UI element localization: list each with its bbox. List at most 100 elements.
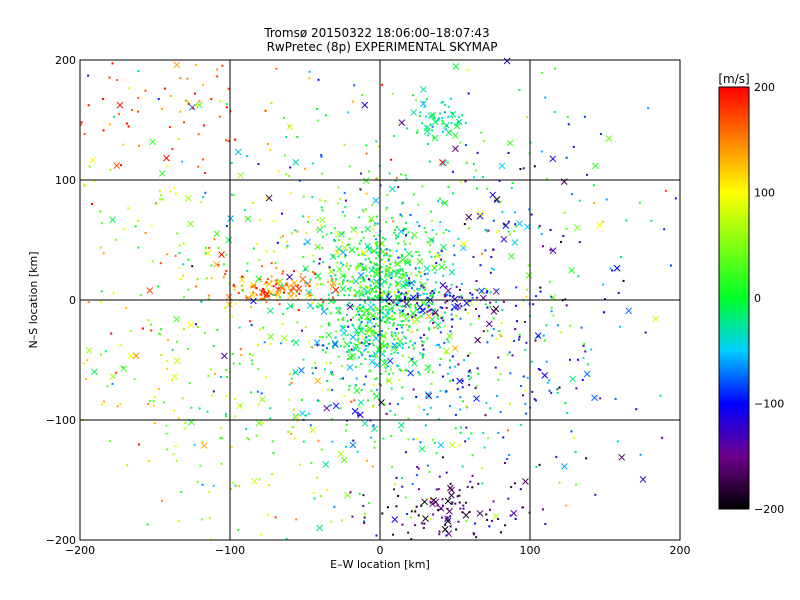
data-point-dot <box>446 338 449 341</box>
data-point-dot <box>456 388 459 391</box>
data-point-dot <box>376 317 379 320</box>
data-point-dot <box>194 92 197 95</box>
data-point-cross <box>196 101 203 109</box>
data-point-dot <box>250 306 253 309</box>
data-point-cross <box>361 420 369 427</box>
data-point-dot <box>288 398 291 401</box>
data-point-dot <box>447 340 450 343</box>
data-point-dot <box>359 342 362 345</box>
data-point-dot <box>376 388 379 391</box>
data-point-dot <box>541 508 544 511</box>
data-point-dot <box>416 465 419 468</box>
data-point-dot <box>298 289 301 292</box>
data-point-dot <box>358 216 361 219</box>
data-point-dot <box>123 228 126 231</box>
data-point-dot <box>261 421 264 424</box>
data-point-dot <box>391 465 394 468</box>
data-point-dot <box>497 200 500 203</box>
data-point-cross <box>489 191 497 199</box>
data-point-dot <box>546 381 549 384</box>
data-point-dot <box>479 264 482 267</box>
colorbar-tick-label: −100 <box>754 398 784 411</box>
data-point-dot <box>394 275 397 278</box>
data-point-dot <box>274 279 277 282</box>
data-point-cross <box>447 484 454 492</box>
data-point-dot <box>454 123 457 126</box>
data-point-dot <box>664 189 667 192</box>
data-point-dot <box>290 432 293 435</box>
data-point-dot <box>311 372 314 375</box>
data-point-cross <box>292 339 300 346</box>
data-point-dot <box>371 342 374 345</box>
colorbar-tick-label: 100 <box>754 187 775 200</box>
data-point-dot <box>510 486 513 489</box>
data-point-dot <box>345 314 348 317</box>
data-point-dot <box>386 316 389 319</box>
data-point-cross <box>309 426 317 434</box>
data-point-dot <box>489 407 492 410</box>
data-point-dot <box>302 195 305 198</box>
data-point-cross <box>226 301 233 308</box>
data-point-dot <box>246 437 249 440</box>
data-point-dot <box>300 329 303 332</box>
data-point-dot <box>415 395 418 398</box>
data-point-cross <box>492 288 500 295</box>
data-point-dot <box>426 413 429 416</box>
data-point-dot <box>358 324 361 327</box>
data-point-cross <box>441 199 449 207</box>
data-point-dot <box>414 99 417 102</box>
data-point-dot <box>225 106 228 109</box>
data-point-dot <box>550 295 553 298</box>
data-point-cross <box>299 410 306 417</box>
data-point-dot <box>419 316 422 319</box>
data-point-dot <box>475 385 478 388</box>
data-point-dot <box>362 278 365 281</box>
data-point-cross <box>368 266 376 274</box>
data-point-cross <box>371 425 378 433</box>
data-point-dot <box>377 325 380 328</box>
data-point-dot <box>526 377 529 380</box>
data-point-dot <box>518 335 521 338</box>
data-point-dot <box>187 258 190 261</box>
data-point-dot <box>452 294 455 297</box>
data-point-dot <box>392 318 395 321</box>
data-point-dot <box>562 235 565 238</box>
data-point-dot <box>171 148 174 151</box>
data-point-dot <box>270 473 273 476</box>
data-point-cross <box>368 358 376 366</box>
data-point-cross <box>349 353 356 360</box>
data-point-dot <box>215 68 218 71</box>
data-point-dot <box>454 314 457 317</box>
data-point-dot <box>319 283 322 286</box>
data-point-cross <box>522 478 529 485</box>
data-point-dot <box>345 350 348 353</box>
data-point-cross <box>163 154 170 162</box>
data-point-cross <box>568 266 576 274</box>
data-point-dot <box>225 103 228 106</box>
data-point-dot <box>86 359 89 362</box>
data-point-dot <box>348 280 351 283</box>
data-point-dot <box>492 500 495 503</box>
data-point-cross <box>434 321 442 329</box>
data-point-dot <box>461 386 464 389</box>
data-point-dot <box>209 368 212 371</box>
data-point-cross <box>255 419 263 427</box>
data-point-cross <box>263 290 271 298</box>
data-point-dot <box>401 268 404 271</box>
data-point-dot <box>310 461 313 464</box>
data-point-dot <box>439 112 442 115</box>
data-point-dot <box>312 260 315 263</box>
data-point-dot <box>380 258 383 261</box>
data-point-dot <box>384 268 387 271</box>
data-point-dot <box>153 395 156 398</box>
data-point-dot <box>431 290 434 293</box>
data-point-dot <box>265 281 268 284</box>
data-point-dot <box>404 174 407 177</box>
data-point-dot <box>422 101 425 104</box>
data-point-dot <box>252 202 255 205</box>
data-point-dot <box>401 369 404 372</box>
data-point-dot <box>260 533 263 536</box>
data-point-dot <box>450 318 453 321</box>
data-point-cross <box>332 286 340 294</box>
data-point-cross <box>352 277 360 285</box>
